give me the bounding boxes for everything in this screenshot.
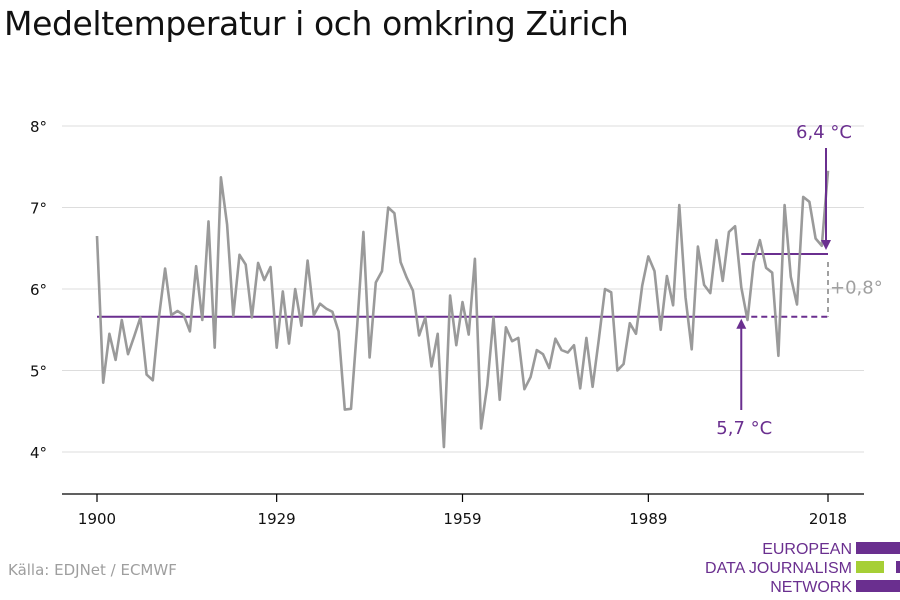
annotation-label-5-7: 5,7 °C <box>716 418 772 439</box>
source-note: Källa: EDJNet / ECMWF <box>8 561 177 579</box>
chart-title: Medeltemperatur i och omkring Zürich <box>4 4 629 43</box>
annotation-label-6-4: 6,4 °C <box>796 122 852 143</box>
y-tick-label-6: 6° <box>30 281 47 299</box>
x-tick-label-1959: 1959 <box>443 510 481 528</box>
logo-bar-purple-top <box>856 542 900 554</box>
logo-line-1: EUROPEAN <box>762 541 852 558</box>
arrow-head-6-4 <box>821 239 831 250</box>
logo-bar-purple-mid <box>896 561 900 573</box>
x-tick-label-1989: 1989 <box>629 510 667 528</box>
arrow-head-5-7 <box>736 318 747 329</box>
x-tick-label-1900: 1900 <box>78 510 116 528</box>
logo-line-3: NETWORK <box>770 579 852 596</box>
y-tick-label-5: 5° <box>30 363 47 381</box>
y-tick-label-4: 4° <box>30 444 47 462</box>
grid-lines <box>62 125 864 453</box>
logo-wordmark: EUROPEAN DATA JOURNALISM NETWORK <box>705 540 852 597</box>
difference-label: +0,8° <box>830 277 883 298</box>
x-axis-ticks: 1900 1929 1959 1989 2018 <box>78 494 847 528</box>
annotation-arrows: 5,7 °C 6,4 °C <box>716 122 852 439</box>
edjnet-logo[interactable]: EUROPEAN DATA JOURNALISM NETWORK <box>700 540 900 598</box>
logo-bar-green <box>856 561 884 573</box>
logo-line-2: DATA JOURNALISM <box>705 560 852 577</box>
series-line-temperature <box>95 170 830 449</box>
y-tick-label-7: 7° <box>30 200 47 218</box>
x-tick-label-1929: 1929 <box>258 510 296 528</box>
y-axis-ticks: 4° 5° 6° 7° 8° <box>30 118 47 462</box>
y-tick-label-8: 8° <box>30 118 47 136</box>
x-tick-label-2018: 2018 <box>809 510 847 528</box>
logo-bar-purple-bottom <box>856 580 900 592</box>
